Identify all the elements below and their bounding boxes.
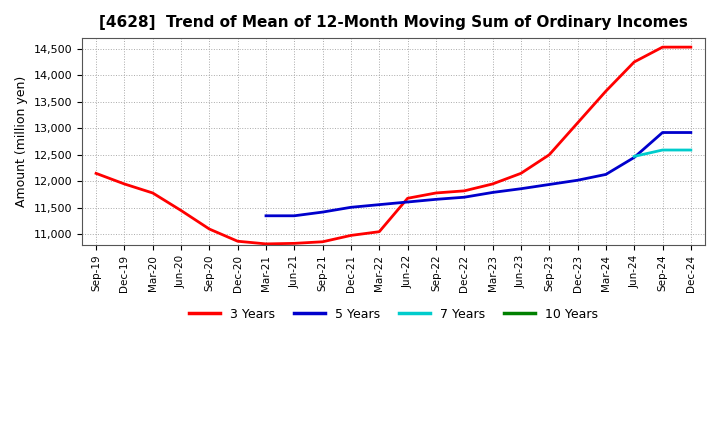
Legend: 3 Years, 5 Years, 7 Years, 10 Years: 3 Years, 5 Years, 7 Years, 10 Years xyxy=(184,303,603,326)
Title: [4628]  Trend of Mean of 12-Month Moving Sum of Ordinary Incomes: [4628] Trend of Mean of 12-Month Moving … xyxy=(99,15,688,30)
Y-axis label: Amount (million yen): Amount (million yen) xyxy=(15,76,28,207)
